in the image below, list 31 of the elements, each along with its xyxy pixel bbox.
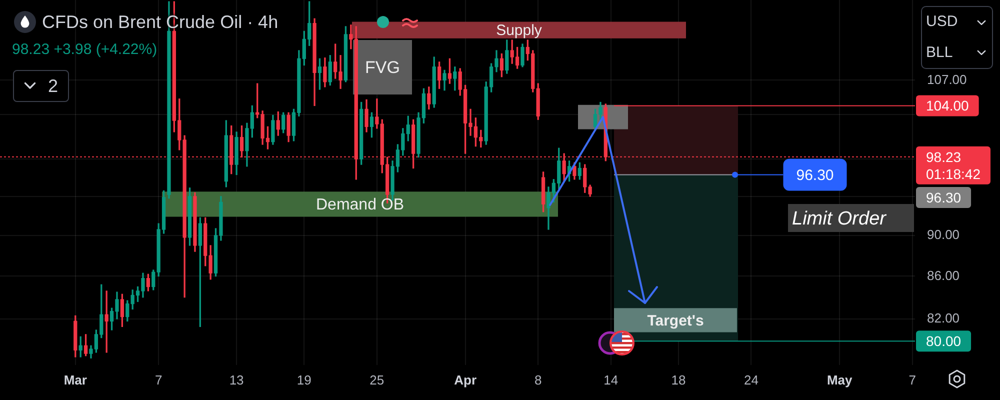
annotation: 2 <box>48 76 58 96</box>
x-tick-label: 18 <box>671 372 686 388</box>
text: 96.30 <box>926 189 962 206</box>
y-tick-label: 90.00 <box>927 227 960 242</box>
x-tick-label: 24 <box>744 372 758 388</box>
annotation: Limit Order <box>792 208 887 230</box>
ref-line-label: 80.00 <box>926 332 962 349</box>
x-tick-label: May <box>826 372 854 388</box>
ref-line-label: 104.00 <box>926 98 970 114</box>
y-tick-label: 82.00 <box>927 310 960 326</box>
x-tick-label: 25 <box>370 372 384 388</box>
ref-line-label: 96.30 <box>796 166 834 184</box>
y-tick-label: 86.00 <box>927 268 960 283</box>
ref-line-label: 98.23 01:18:42 <box>926 148 981 182</box>
band-label: Target's <box>647 312 704 330</box>
band-label: Supply <box>496 22 542 40</box>
x-tick-label: 19 <box>296 372 312 388</box>
x-tick-label: 7 <box>154 372 162 388</box>
y-tick-label: 107.00 <box>927 72 967 87</box>
selector-panel: USD BLL <box>921 6 993 69</box>
x-tick-label: Apr <box>454 372 476 388</box>
x-tick-label: 7 <box>908 372 916 388</box>
band-label: Demand OB <box>316 196 404 214</box>
x-tick-label: Mar <box>64 372 87 388</box>
text: 98.23 +3.98 (+4.22%) <box>12 41 158 59</box>
x-tick-label: 8 <box>534 372 542 388</box>
x-tick-label: 13 <box>229 372 244 388</box>
dropdown-button: 2 <box>13 70 69 102</box>
x-tick-label: 14 <box>604 372 618 388</box>
candlestick <box>104 290 108 353</box>
band-label: FVG <box>365 58 400 77</box>
